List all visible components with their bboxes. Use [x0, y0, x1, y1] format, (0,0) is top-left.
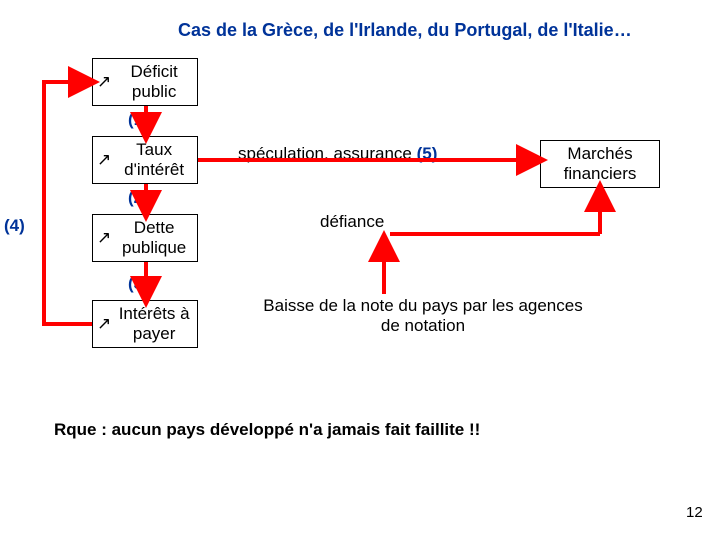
box-taux-label: Taux d'intérêt	[115, 140, 193, 180]
up-arrow-icon: ↗	[97, 150, 111, 170]
box-interets: ↗ Intérêts à payer	[92, 300, 198, 348]
box-marches: Marchés financiers	[540, 140, 660, 188]
box-deficit: ↗ Déficit public	[92, 58, 198, 106]
page-title: Cas de la Grèce, de l'Irlande, du Portug…	[178, 20, 632, 41]
box-dette: ↗ Dette publique	[92, 214, 198, 262]
step-1: (1)	[128, 110, 149, 130]
box-interets-label: Intérêts à payer	[115, 304, 193, 344]
label-speculation-text: spéculation, assurance	[238, 144, 417, 163]
box-marches-label: Marchés financiers	[545, 144, 655, 184]
up-arrow-icon: ↗	[97, 314, 111, 334]
label-speculation: spéculation, assurance (5)	[238, 144, 437, 164]
up-arrow-icon: ↗	[97, 72, 111, 92]
up-arrow-icon: ↗	[97, 228, 111, 248]
page-number: 12	[686, 504, 703, 521]
box-dette-label: Dette publique	[115, 218, 193, 258]
box-taux: ↗ Taux d'intérêt	[92, 136, 198, 184]
arrow-feedback-4	[44, 82, 92, 324]
label-speculation-num: (5)	[417, 144, 438, 163]
step-4: (4)	[4, 216, 25, 236]
label-baisse: Baisse de la note du pays par les agence…	[258, 296, 588, 336]
label-defiance: défiance	[320, 212, 384, 232]
step-3: (3)	[128, 274, 149, 294]
step-2: (2)	[128, 188, 149, 208]
box-deficit-label: Déficit public	[115, 62, 193, 102]
footnote: Rque : aucun pays développé n'a jamais f…	[54, 420, 480, 440]
